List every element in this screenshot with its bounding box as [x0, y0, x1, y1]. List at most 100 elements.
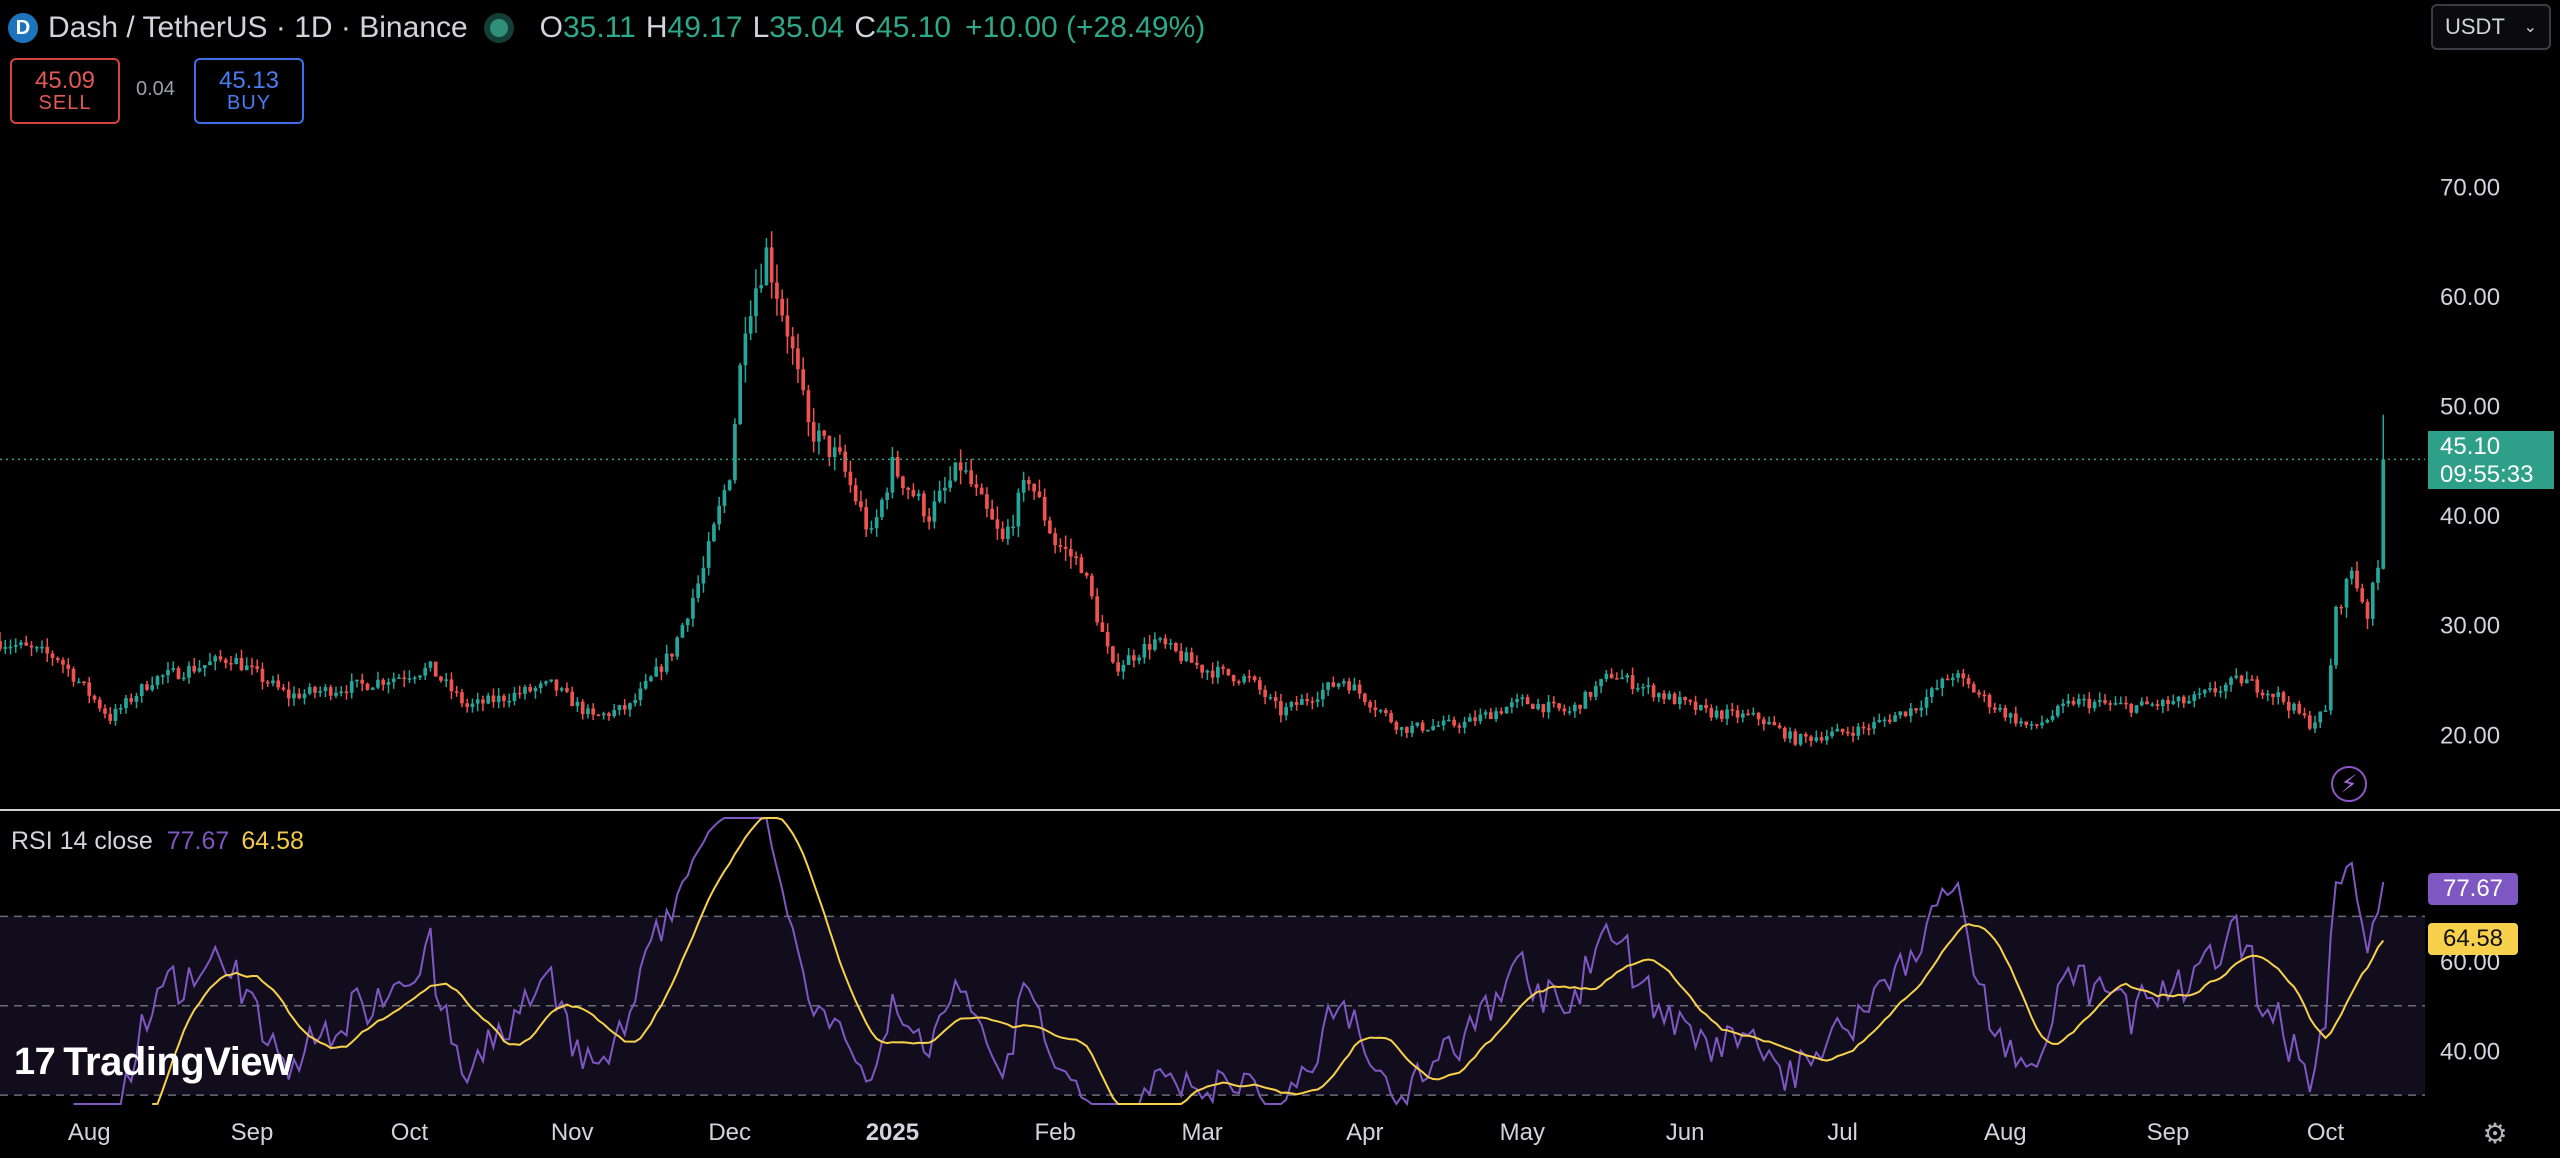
candle-body [1221, 666, 1225, 669]
candle-body [1552, 701, 1556, 704]
candle-body [1998, 707, 2002, 710]
candle-body [1672, 693, 1677, 705]
candle-body [1210, 670, 1215, 678]
candle-body [1982, 694, 1987, 697]
price-axis-tick: 40.00 [2440, 503, 2500, 530]
candle-body [1562, 708, 1567, 712]
candle-body [2076, 698, 2081, 705]
currency-select[interactable]: USDT ⌄ [2431, 4, 2551, 50]
candle-body [2150, 704, 2155, 706]
candle-body [1719, 710, 1724, 719]
buy-button[interactable]: 45.13 BUY [194, 58, 304, 124]
candle-body [1751, 712, 1756, 715]
candle-body [255, 666, 260, 669]
lightning-bolt-icon[interactable]: ⚡ [2331, 766, 2367, 802]
candle-body [1116, 662, 1120, 672]
candle-body [2055, 705, 2060, 716]
candle-body [1510, 702, 1514, 708]
candle-body [701, 567, 706, 584]
candle-body [187, 665, 191, 678]
candle-body [1625, 675, 1630, 678]
candle-body [481, 699, 485, 704]
candle-body [549, 679, 554, 682]
candle-body [575, 701, 580, 707]
candle-body [50, 653, 55, 658]
candle-body [2134, 705, 2139, 713]
candle-body [302, 693, 307, 699]
candle-body [108, 713, 113, 721]
candle-body [2029, 724, 2034, 726]
candle-body [454, 691, 459, 693]
candle-body [1961, 673, 1966, 679]
candle-body [806, 390, 811, 423]
candle-body [1971, 684, 1976, 693]
candle-body [307, 687, 312, 694]
symbol-title[interactable]: Dash / TetherUS · 1D · Binance [48, 11, 468, 44]
candle-body [1357, 684, 1362, 694]
candle-body [1630, 675, 1635, 689]
candle-body [769, 247, 774, 283]
candle-body [2176, 696, 2181, 702]
sell-price: 45.09 [34, 66, 96, 94]
candle-body [1614, 678, 1619, 680]
candle-body [1258, 680, 1262, 690]
candle-body [586, 708, 590, 715]
candle-body [1809, 736, 1813, 741]
candle-body [2003, 707, 2008, 718]
candle-body [265, 681, 270, 684]
candle-body [885, 492, 889, 500]
symbol-header[interactable]: D Dash / TetherUS · 1D · Binance O 35.11 … [8, 8, 1205, 48]
candle-body [617, 705, 622, 711]
sell-button[interactable]: 45.09 SELL [10, 58, 120, 124]
candle-body [1284, 707, 1288, 716]
candle-body [465, 703, 470, 707]
candle-body [1735, 710, 1740, 718]
candle-body [985, 494, 989, 509]
candle-body [943, 487, 947, 491]
candle-body [292, 693, 296, 699]
candle-body [260, 668, 265, 682]
sell-label: SELL [38, 92, 92, 115]
candle-body [1898, 711, 1903, 716]
candle-body [1226, 668, 1231, 676]
candle-body [554, 679, 559, 691]
candle-body [1840, 728, 1845, 732]
candle-body [192, 665, 197, 672]
candle-body [1384, 710, 1388, 714]
candle-body [1184, 652, 1189, 661]
candle-body [223, 659, 228, 664]
candle-body [2066, 700, 2071, 704]
candle-body [843, 451, 847, 472]
candle-body [2034, 724, 2039, 726]
candle-body [166, 669, 170, 676]
candle-body [2082, 698, 2086, 701]
candle-body [1352, 684, 1357, 691]
candle-body [664, 653, 669, 672]
price-axis-tick: 30.00 [2440, 613, 2500, 640]
candle-body [155, 676, 160, 686]
candle-body [1105, 631, 1110, 647]
candle-body [1887, 719, 1892, 722]
candle-body [1462, 721, 1467, 728]
candle-body [271, 680, 275, 684]
candle-body [738, 365, 743, 425]
candle-body [1767, 721, 1771, 725]
candle-body [82, 681, 86, 684]
candle-body [1394, 722, 1399, 730]
tradingview-logo[interactable]: 17 TradingView [14, 1040, 293, 1085]
rsi-legend[interactable]: RSI 14 close 77.67 64.58 [11, 827, 304, 856]
candle-body [1216, 666, 1220, 678]
candle-body [1788, 731, 1792, 739]
candle-body [370, 687, 375, 690]
time-axis-tick: Apr [1346, 1119, 1383, 1146]
last-price-value: 45.10 [2440, 433, 2501, 460]
candle-body [916, 493, 921, 497]
candle-body [19, 642, 23, 646]
candle-body [1158, 638, 1162, 640]
time-axis-tick: Sep [231, 1119, 274, 1146]
candle-body [2092, 702, 2097, 709]
candle-body [2265, 693, 2270, 696]
gear-icon[interactable]: ⚙ [2482, 1117, 2508, 1149]
candle-body [1541, 704, 1546, 713]
